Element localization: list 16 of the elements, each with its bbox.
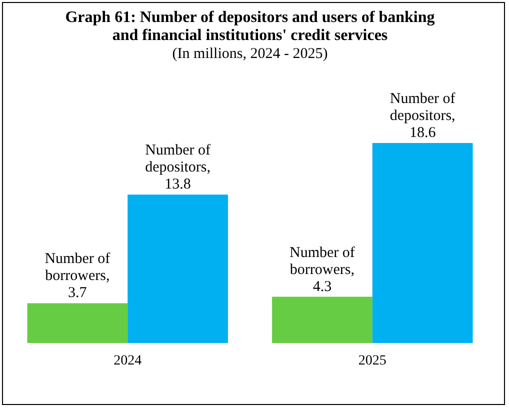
bar — [372, 143, 473, 343]
x-tick-label: 2024 — [114, 354, 142, 368]
series-label: Number of depositors, — [145, 142, 210, 176]
series-label: Number of borrowers, — [44, 251, 110, 284]
x-tick-label: 2025 — [358, 354, 386, 368]
data-label: 13.8 — [164, 176, 191, 193]
data-label: 18.6 — [409, 125, 436, 141]
chart-title: Graph 61: Number of depositors and users of banking and financial institutions' credit services — [65, 9, 435, 44]
bar — [128, 194, 228, 343]
bar — [272, 296, 372, 343]
data-label: 4.3 — [312, 278, 332, 295]
data-label: 3.7 — [68, 285, 88, 302]
text: Number of depositors, — [390, 91, 456, 124]
bar — [27, 303, 128, 343]
chart-subtitle: (In millions, 2024 - 2025) — [172, 46, 328, 62]
text: Number of borrowers, — [290, 244, 355, 278]
